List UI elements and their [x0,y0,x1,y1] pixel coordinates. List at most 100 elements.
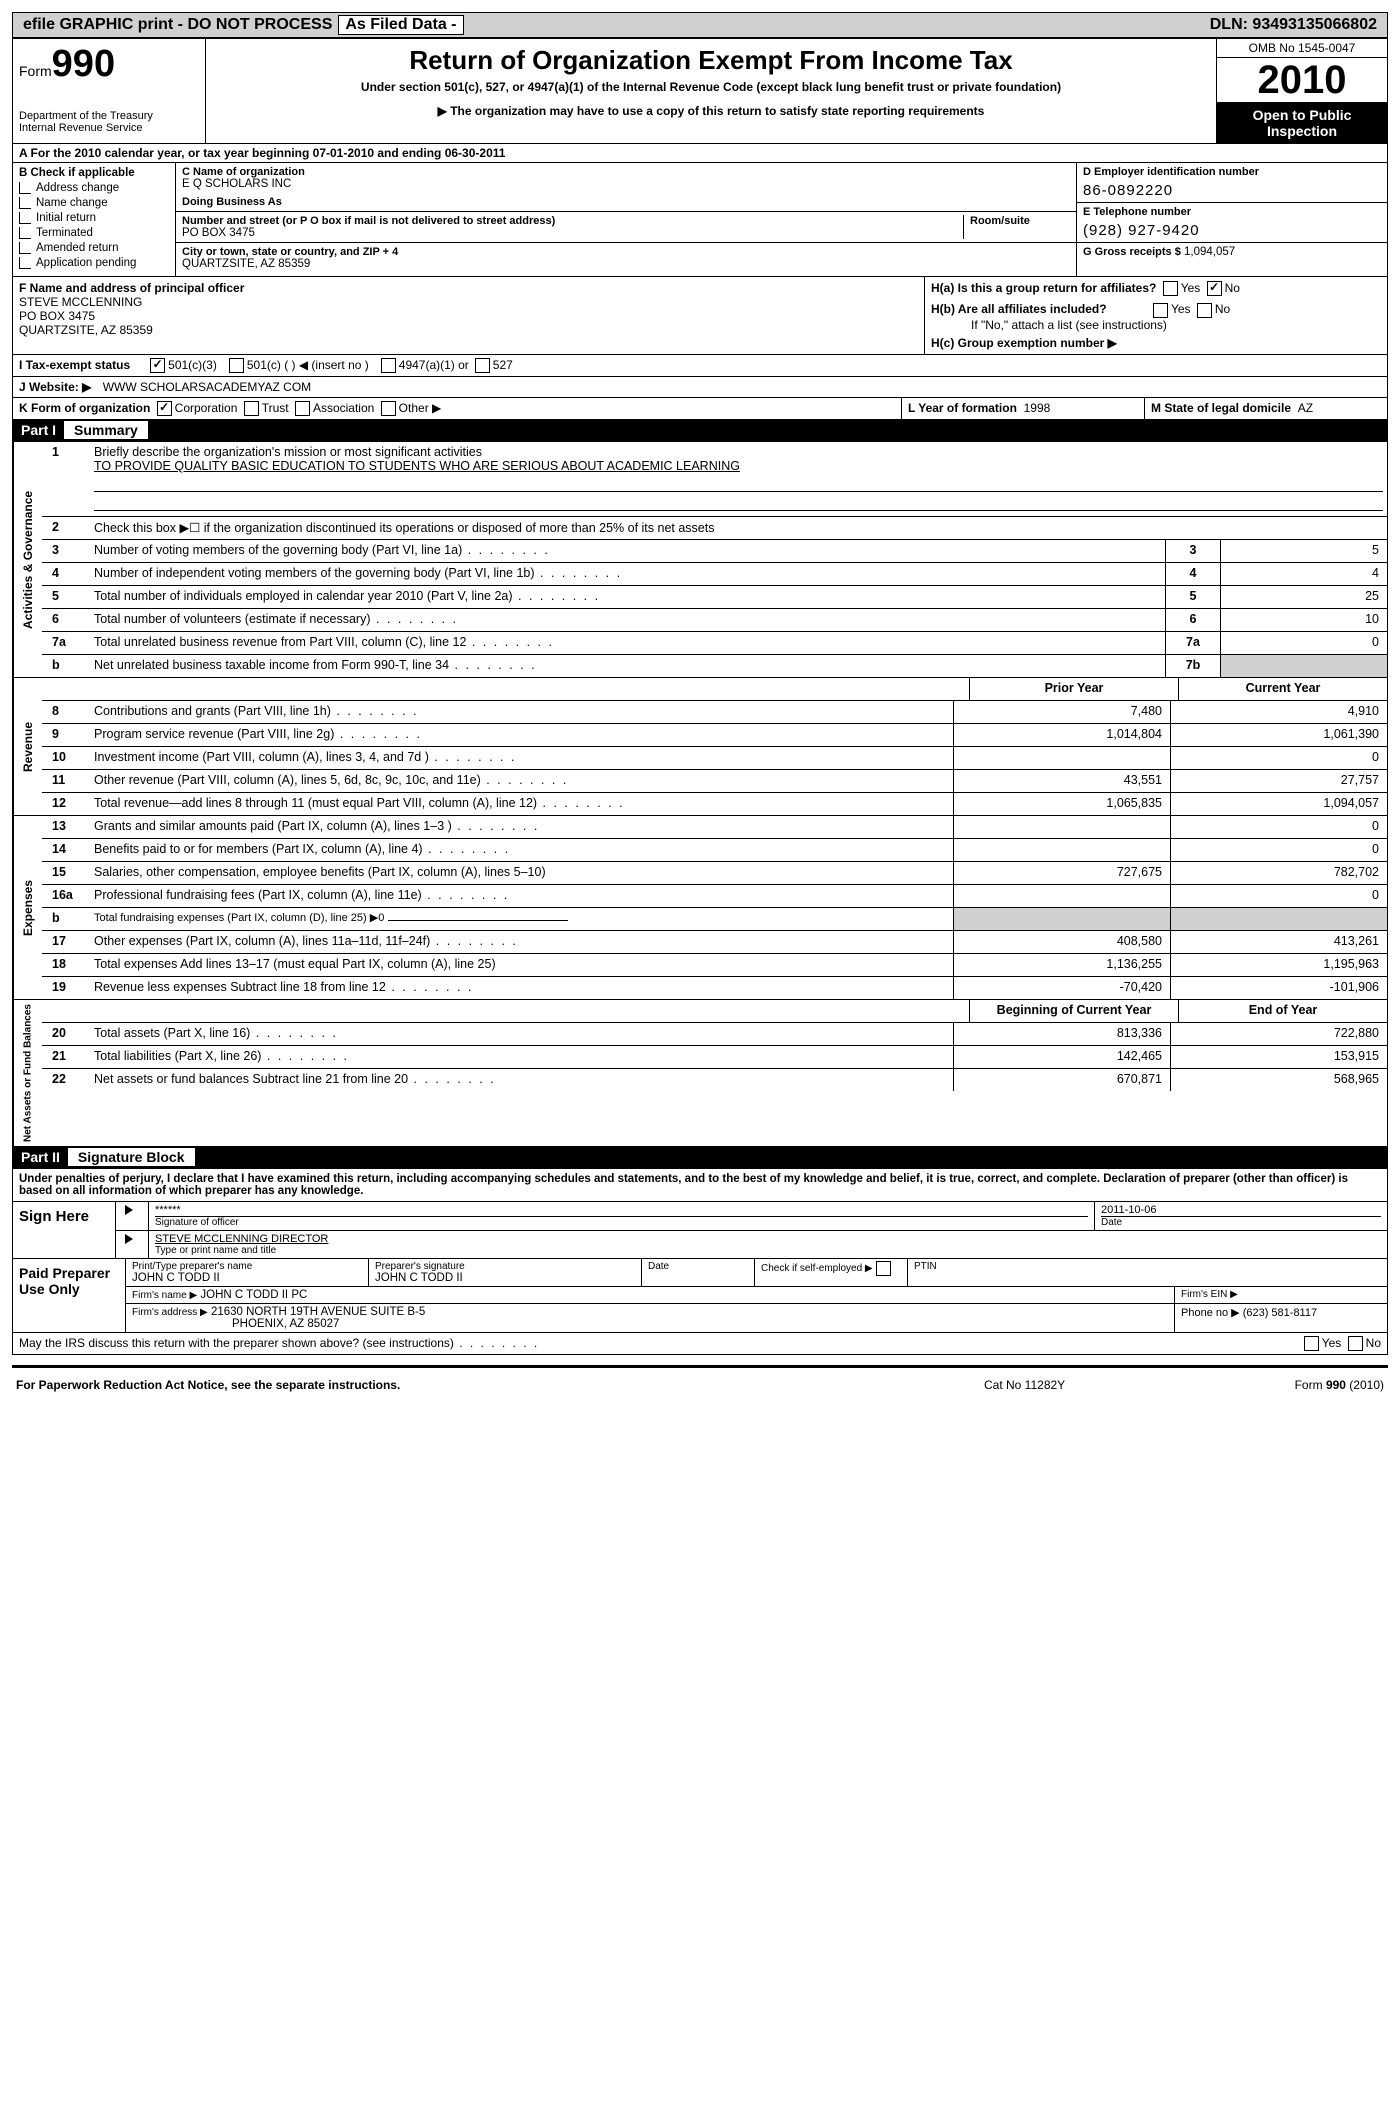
perjury-text: Under penalties of perjury, I declare th… [13,1168,1387,1201]
ha-yes[interactable] [1163,281,1178,296]
gross-label: G Gross receipts $ [1083,246,1181,258]
line-2: Check this box ▶☐ if the organization di… [90,517,1387,539]
exp-14: 14Benefits paid to or for members (Part … [42,838,1387,861]
year: 2010 [1217,58,1387,103]
hdr-end: End of Year [1178,1000,1387,1022]
check-terminated[interactable]: Terminated [19,227,169,239]
room-label: Room/suite [970,215,1070,227]
summary-gov: Activities & Governance 1 Briefly descri… [13,441,1387,677]
preparer-name: JOHN C TODD II [132,1272,362,1284]
sig-date-label: Date [1101,1216,1381,1228]
col-c: C Name of organization E Q SCHOLARS INC … [176,163,1076,276]
tax-exempt-label: I Tax-exempt status [19,358,130,372]
gov-row-7b: bNet unrelated business taxable income f… [42,654,1387,677]
website-label: J Website: ▶ [19,380,91,394]
exp-15: 15Salaries, other compensation, employee… [42,861,1387,884]
street-label: Number and street (or P O box if mail is… [182,215,963,227]
k-other[interactable] [381,401,396,416]
hdr-curr: Current Year [1178,678,1387,700]
gov-row-6: 6Total number of volunteers (estimate if… [42,608,1387,631]
asfiled-label: As Filed Data - [338,15,463,35]
k3: M State of legal domicile AZ [1144,398,1387,419]
footer: For Paperwork Reduction Act Notice, see … [12,1372,1388,1398]
side-rev: Revenue [13,678,42,815]
hb-yes[interactable] [1153,303,1168,318]
officer-addr1: PO BOX 3475 [19,309,918,323]
sign-here-block: Sign Here ****** Signature of officer 20… [13,1201,1387,1258]
i-4947[interactable] [381,358,396,373]
ha-no[interactable]: ✓ [1207,281,1222,296]
firm-phone: (623) 581-8117 [1243,1307,1317,1319]
col-b: B Check if applicable Address change Nam… [13,163,176,276]
discuss-row: May the IRS discuss this return with the… [13,1332,1387,1354]
k-trust[interactable] [244,401,259,416]
rev-10: 10Investment income (Part VIII, column (… [42,746,1387,769]
form-sub2: ▶ The organization may have to use a cop… [214,104,1208,118]
org-name: E Q SCHOLARS INC [182,178,1070,190]
gov-row-3: 3Number of voting members of the governi… [42,539,1387,562]
net-20: 20Total assets (Part X, line 16)813,3367… [42,1022,1387,1045]
exp-13: 13Grants and similar amounts paid (Part … [42,816,1387,838]
row-k: K Form of organization ✓Corporation Trus… [13,397,1387,419]
website-value: WWW SCHOLARSACADEMYAZ COM [103,380,311,394]
net-21: 21Total liabilities (Part X, line 26)142… [42,1045,1387,1068]
dln: DLN: 93493135066802 [1204,16,1383,34]
header-mid: Return of Organization Exempt From Incom… [206,39,1217,143]
check-app-pending[interactable]: Application pending [19,257,169,269]
i-501c[interactable] [229,358,244,373]
form-title: Return of Organization Exempt From Incom… [214,45,1208,76]
summary-exp: Expenses 13Grants and similar amounts pa… [13,815,1387,999]
footer-mid: Cat No 11282Y [984,1378,1184,1392]
k2: L Year of formation 1998 [901,398,1144,419]
hb-no[interactable] [1197,303,1212,318]
part-2-header: Part II Signature Block [13,1146,1387,1168]
omb: OMB No 1545-0047 [1217,39,1387,58]
check-name-change[interactable]: Name change [19,197,169,209]
signature-label: Signature of officer [155,1216,1088,1228]
firm-name: JOHN C TODD II PC [200,1289,307,1301]
summary-rev: Revenue Prior YearCurrent Year 8Contribu… [13,677,1387,815]
divider [12,1365,1388,1368]
col-f: F Name and address of principal officer … [13,277,924,354]
self-employed-check[interactable] [876,1261,891,1276]
dept2: Internal Revenue Service [19,122,199,134]
check-address-change[interactable]: Address change [19,182,169,194]
net-22: 22Net assets or fund balances Subtract l… [42,1068,1387,1091]
officer-name: STEVE MCCLENNING [19,295,918,309]
header: Form990 Department of the Treasury Inter… [13,39,1387,143]
arrow-icon [125,1205,133,1215]
discuss-yes[interactable] [1304,1336,1319,1351]
gov-row-4: 4Number of independent voting members of… [42,562,1387,585]
k-corp[interactable]: ✓ [157,401,172,416]
mission-label: Briefly describe the organization's miss… [94,445,482,459]
street: PO BOX 3475 [182,227,255,239]
check-initial-return[interactable]: Initial return [19,212,169,224]
efile-label: efile GRAPHIC print - DO NOT PROCESS [17,16,338,34]
rev-8: 8Contributions and grants (Part VIII, li… [42,700,1387,723]
row-i: I Tax-exempt status ✓501(c)(3) 501(c) ( … [13,354,1387,376]
gov-row-7a: 7aTotal unrelated business revenue from … [42,631,1387,654]
header-right: OMB No 1545-0047 2010 Open to Public Ins… [1217,39,1387,143]
form-sub1: Under section 501(c), 527, or 4947(a)(1)… [214,80,1208,94]
col-h: H(a) Is this a group return for affiliat… [924,277,1387,354]
dept1: Department of the Treasury [19,110,199,122]
hdr-prior: Prior Year [969,678,1178,700]
i-501c3[interactable]: ✓ [150,358,165,373]
side-exp: Expenses [13,816,42,999]
arrow-icon [125,1234,133,1244]
col-b-label: B Check if applicable [19,167,169,179]
col-d: D Employer identification number 86-0892… [1076,163,1387,276]
officer-typed-name: STEVE MCCLENNING DIRECTOR [155,1233,1381,1245]
exp-17: 17Other expenses (Part IX, column (A), l… [42,930,1387,953]
gross: 1,094,057 [1184,246,1235,258]
tel: (928) 927-9420 [1083,222,1381,239]
hb-note: If "No," attach a list (see instructions… [971,318,1381,332]
signature-value: ****** [155,1204,1088,1216]
k1: K Form of organization ✓Corporation Trus… [13,398,901,419]
check-amended[interactable]: Amended return [19,242,169,254]
i-527[interactable] [475,358,490,373]
section-b-c-d: B Check if applicable Address change Nam… [13,162,1387,276]
mission-value: TO PROVIDE QUALITY BASIC EDUCATION TO ST… [94,459,740,473]
k-assoc[interactable] [295,401,310,416]
discuss-no[interactable] [1348,1336,1363,1351]
